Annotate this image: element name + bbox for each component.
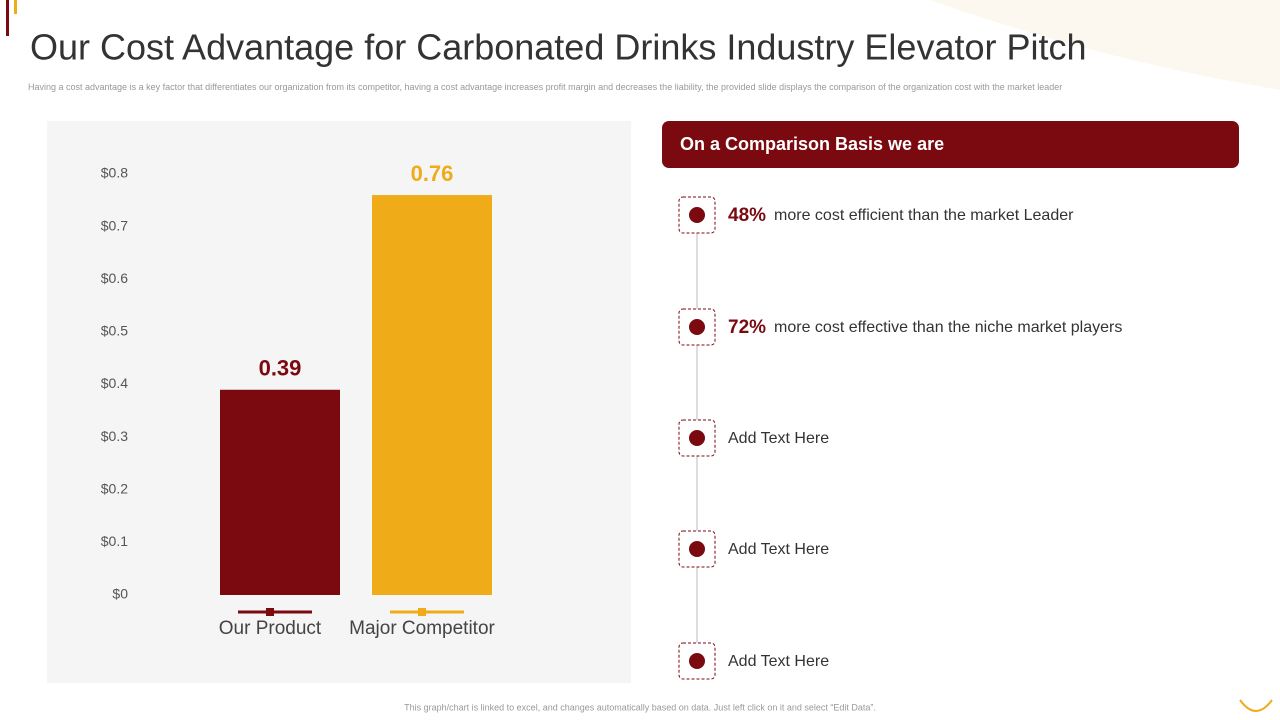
- item-icon: [689, 653, 705, 669]
- accent-bar: [6, 0, 9, 36]
- item-text: 48% more cost efficient than the market L…: [728, 205, 1074, 226]
- comparison-header: On a Comparison Basis we are: [680, 134, 944, 154]
- item-icon: [689, 319, 705, 335]
- y-tick-label: $0.1: [101, 533, 128, 549]
- item-icon: [689, 541, 705, 557]
- y-tick-label: $0.7: [101, 217, 128, 233]
- y-tick-label: $0.6: [101, 270, 128, 286]
- item-highlight: 72%: [728, 317, 766, 338]
- y-tick-label: $0.4: [101, 375, 128, 391]
- x-tick-label: Major Competitor: [349, 618, 495, 639]
- bar: [372, 195, 492, 596]
- item-text: 72% more cost effective than the niche ma…: [728, 317, 1122, 338]
- y-tick-label: $0.2: [101, 480, 128, 496]
- subtitle: Having a cost advantage is a key factor …: [28, 82, 1063, 92]
- bar: [220, 389, 340, 595]
- y-tick-label: $0.5: [101, 323, 128, 339]
- accent-bar: [14, 0, 17, 14]
- y-tick-label: $0.3: [101, 428, 128, 444]
- item-description: more cost effective than the niche marke…: [774, 319, 1122, 336]
- y-tick-label: $0: [112, 586, 128, 602]
- slide-title: Our Cost Advantage for Carbonated Drinks…: [30, 27, 1087, 68]
- legend-marker: [418, 608, 426, 616]
- item-icon: [689, 207, 705, 223]
- data-label: 0.76: [411, 161, 454, 186]
- x-tick-label: Our Product: [219, 618, 322, 639]
- item-text: Add Text Here: [728, 541, 829, 558]
- subtitle-box: Having a cost advantage is a key factor …: [28, 82, 1063, 92]
- item-description: more cost efficient than the market Lead…: [774, 207, 1074, 224]
- comparison-header-bg: [662, 121, 1239, 168]
- corner-decoration: [930, 0, 1280, 90]
- y-tick-label: $0.8: [101, 165, 128, 181]
- legend-marker: [266, 608, 274, 616]
- logo: [1239, 699, 1273, 712]
- item-icon: [689, 430, 705, 446]
- item-text: Add Text Here: [728, 653, 829, 670]
- item-highlight: 48%: [728, 205, 766, 226]
- data-label: 0.39: [259, 356, 302, 381]
- footer: This graph/chart is linked to excel, and…: [404, 702, 876, 712]
- item-text: Add Text Here: [728, 430, 829, 447]
